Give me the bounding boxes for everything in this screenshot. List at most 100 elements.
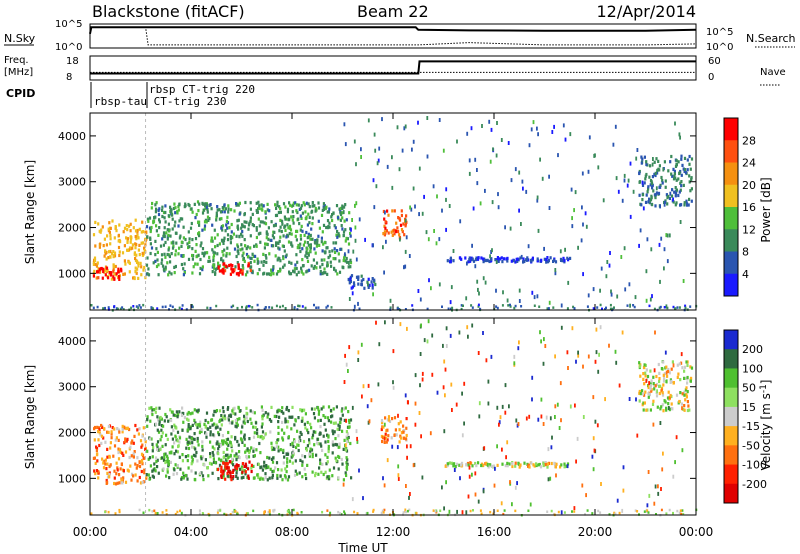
velocity-cell-190 xyxy=(283,455,286,459)
power-cell-946 xyxy=(265,242,268,246)
power-cell-1340 xyxy=(659,183,662,187)
velocity-cell-802 xyxy=(327,449,330,454)
velocity-cell-712 xyxy=(334,456,337,460)
power-cell-1428 xyxy=(459,219,462,224)
velocity-cell-77 xyxy=(135,466,138,470)
velocity-cell-245 xyxy=(247,455,251,459)
velocity-cell-1408 xyxy=(621,330,624,335)
power-cell-1010 xyxy=(334,257,337,261)
velocity-cell-564 xyxy=(327,439,330,444)
velocity-cell-283 xyxy=(165,415,168,419)
velocity-cell-1457 xyxy=(397,413,399,418)
power-cell-984 xyxy=(207,259,210,263)
velocity-cell-91 xyxy=(121,451,124,455)
power-cell-890 xyxy=(179,217,182,221)
power-cell-747 xyxy=(155,207,158,211)
velocity-cell-1595 xyxy=(482,331,484,335)
power-cell-1322 xyxy=(672,177,676,181)
velocity-cell-1040 xyxy=(247,467,250,471)
velocity-cell-1501 xyxy=(537,417,540,422)
velocity-cell-415 xyxy=(304,412,307,416)
velocity-cell-754 xyxy=(156,458,159,462)
power-cell-1550 xyxy=(629,214,632,219)
velocity-cell-665 xyxy=(173,423,176,427)
velocity-cell-450 xyxy=(301,416,304,420)
velocity-cell-626 xyxy=(281,420,284,424)
power-cell-160 xyxy=(134,229,138,233)
power-cell-319 xyxy=(243,220,246,224)
power-cell-489 xyxy=(308,221,311,225)
power-cell-1442 xyxy=(481,124,483,128)
velocity-cell-929 xyxy=(290,427,293,431)
velocity-cell-1619 xyxy=(509,480,511,485)
velocity-cell-465 xyxy=(326,433,329,437)
power-cell-529 xyxy=(347,242,351,246)
velocity-cell-501 xyxy=(285,452,288,456)
power-cell-1481 xyxy=(354,238,357,243)
velocity-cell-1089 xyxy=(393,433,396,437)
power-cell-661 xyxy=(257,232,260,236)
velocity-cell-360 xyxy=(301,460,304,464)
power-cell-436 xyxy=(343,219,346,223)
power-cell-221 xyxy=(303,233,306,237)
power-cell-565 xyxy=(246,245,249,249)
power-cell-546 xyxy=(313,264,316,269)
power-cell-120 xyxy=(123,244,126,248)
power-cell-190 xyxy=(104,273,107,277)
power-cell-1666 xyxy=(355,201,358,206)
power-cell-933 xyxy=(336,229,339,234)
velocity-cell-1210 xyxy=(542,461,545,465)
velocity-cell-117 xyxy=(106,475,110,479)
time-tick-label-2: 08:00 xyxy=(275,525,310,539)
velocity-cell-1318 xyxy=(668,408,671,412)
velocity-cell-912 xyxy=(198,431,201,435)
power-cell-980 xyxy=(344,239,347,243)
velocity-colorbar-segment-6 xyxy=(724,445,738,466)
velocity-cell-1467 xyxy=(375,320,377,325)
power-cell-126 xyxy=(93,269,96,273)
velocity-cell-1341 xyxy=(686,408,689,413)
velocity-cell-670 xyxy=(239,409,242,413)
power-cell-864 xyxy=(171,227,174,231)
power-cell-1583 xyxy=(466,261,468,266)
power-cell-1279 xyxy=(648,175,651,179)
power-cell-1160 xyxy=(393,209,396,213)
velocity-cell-1623 xyxy=(681,406,683,411)
power-cell-1198 xyxy=(474,258,478,262)
power-cell-1360 xyxy=(680,203,683,207)
velocity-cell-496 xyxy=(234,412,237,416)
velocity-cell-155 xyxy=(101,457,104,461)
power-cell-1441 xyxy=(518,288,521,293)
power-cell-928 xyxy=(277,270,280,274)
velocity-cell-573 xyxy=(187,423,190,427)
power-cell-388 xyxy=(195,243,198,247)
velocity-cell-668 xyxy=(286,460,289,464)
velocity-cell-938 xyxy=(317,412,320,416)
velocity-cell-1399 xyxy=(409,492,411,496)
power-cell-1826 xyxy=(138,304,141,307)
velocity-cell-392 xyxy=(217,447,220,451)
velocity-cell-1380 xyxy=(660,487,662,491)
power-cell-16 xyxy=(123,272,126,276)
power-cell-433 xyxy=(177,204,180,209)
power-cell-68 xyxy=(123,259,126,263)
velocity-cell-679 xyxy=(226,437,230,441)
power-cell-1412 xyxy=(672,167,675,171)
power-cell-1426 xyxy=(414,204,416,209)
power-cell-802 xyxy=(241,264,244,268)
power-cell-1627 xyxy=(629,303,631,308)
power-cell-1837 xyxy=(264,306,267,309)
velocity-cell-590 xyxy=(187,446,191,451)
velocity-cell-1594 xyxy=(409,444,412,449)
power-cell-765 xyxy=(216,208,219,212)
velocity-cell-37 xyxy=(124,439,127,443)
velocity-cell-835 xyxy=(346,437,349,441)
power-cell-1649 xyxy=(376,161,379,166)
power-cell-341 xyxy=(318,226,321,230)
power-cell-1249 xyxy=(449,260,452,264)
power-cell-1732 xyxy=(460,304,463,307)
velocity-cell-1377 xyxy=(501,404,504,409)
velocity-cell-792 xyxy=(252,464,255,468)
velocity-cell-987 xyxy=(257,462,260,466)
power-cell-1615 xyxy=(479,201,482,206)
